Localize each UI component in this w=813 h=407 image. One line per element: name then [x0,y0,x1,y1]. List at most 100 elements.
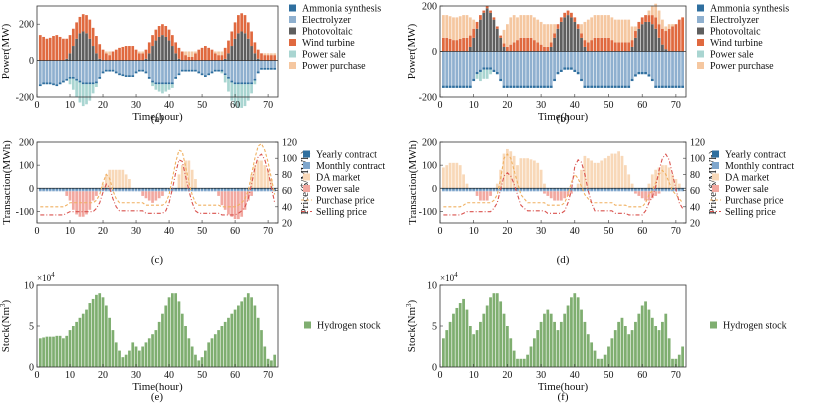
bar-wind-turbine [536,42,540,52]
bar-power-sale [167,84,171,90]
y-tick-label: 0 [29,363,34,374]
bar-hydrogen-stock [253,305,257,367]
bar-monthly-contract [543,189,546,192]
bar-power-purchase [194,51,197,54]
bar-ammonia-synthesis [184,69,187,72]
bar-electrolyzer [75,60,78,79]
bar-ammonia-synthesis [213,69,217,72]
bar-da-market [190,169,194,189]
x-tick-label: 50 [197,226,207,237]
bar-hydrogen-stock [68,330,72,367]
bar-monthly-contract [223,189,227,192]
bar-wind-turbine [111,51,115,61]
bar-wind-turbine [207,47,211,61]
bar-ammonia-synthesis [118,73,121,76]
bar-electrolyzer [137,60,141,70]
bar-power-sale [479,191,482,201]
legend-swatch [303,173,310,181]
bar-yearly-contract [549,188,553,190]
legend-swatch [289,39,296,46]
y-tick-label: 5 [29,322,34,333]
bar-power-sale [81,84,85,107]
bar-monthly-contract [475,189,479,192]
bar-wind-turbine [246,22,250,39]
x-tick-label: 60 [230,226,240,237]
bar-power-purchase [266,53,270,56]
bar-electrolyzer [536,51,540,86]
bar-monthly-contract [617,189,620,192]
bar-photovoltaic [492,19,496,52]
legend-label-wind-turbine: Wind turbine [710,38,763,49]
bar-monthly-contract [68,189,72,192]
bar-electrolyzer [607,51,610,86]
bar-ammonia-synthesis [650,78,654,82]
x-tick-label: 70 [263,226,273,237]
bar-wind-turbine [213,53,217,61]
bar-hydrogen-stock [256,317,260,367]
bar-wind-turbine [610,40,614,52]
bar-ammonia-synthesis [573,69,577,72]
bar-power-sale [250,84,253,94]
bar-yearly-contract [131,188,135,190]
bar-wind-turbine [580,33,583,38]
bar-wind-turbine [233,22,237,39]
bar-electrolyzer [111,60,115,70]
bar-ammonia-synthesis [603,85,607,88]
legend-swatch [697,39,704,46]
bar-power-purchase [526,15,529,38]
bar-da-market [455,162,459,189]
bar-monthly-contract [522,189,526,192]
bar-electrolyzer [151,60,154,81]
bar-wind-turbine [144,49,148,59]
bar-monthly-contract [207,189,211,192]
bar-monthly-contract [529,189,533,192]
bar-da-market [664,165,668,189]
y-tick-label: -100 [16,207,34,218]
bar-electrolyzer [556,51,560,72]
legend-label-electrolyzer: Electrolyzer [302,15,352,26]
bar-wind-turbine [465,37,469,52]
bar-hydrogen-stock [617,321,620,367]
bar-monthly-contract [559,189,563,192]
bar-power-sale [243,84,247,107]
bar-monthly-contract [48,189,52,192]
bar-ammonia-synthesis [677,85,681,88]
x-tick-label: 30 [536,226,546,237]
bar-monthly-contract [479,189,482,192]
bar-ammonia-synthesis [559,69,563,72]
bar-electrolyzer [553,51,556,79]
bar-electrolyzer [647,51,651,75]
bar-yearly-contract [118,188,121,190]
bar-monthly-contract [237,189,240,192]
bar-yearly-contract [184,188,187,190]
bar-yearly-contract [623,188,627,190]
y-axis-label-sup: 3 [406,303,413,307]
bar-da-market [603,158,607,189]
y2-tick-label: 120 [282,138,297,149]
bar-ammonia-synthesis [144,71,148,74]
bar-power-sale [253,80,257,85]
bar-yearly-contract [563,188,567,190]
bar-monthly-contract [667,189,671,192]
legend-label-monthly-contract: Monthly contract [725,161,794,172]
bar-da-market [617,151,620,189]
legend-label-purchase-price: Purchase price [316,196,375,207]
bar-hydrogen-stock [75,321,78,367]
bar-yearly-contract [52,188,55,190]
bar-electrolyzer [55,60,59,85]
x-tick-label: 40 [570,100,580,111]
bar-wind-turbine [677,19,681,52]
bar-power-purchase [529,15,533,38]
bar-monthly-contract [671,189,674,192]
bar-yearly-contract [468,188,472,190]
bar-ammonia-synthesis [157,82,161,85]
bar-monthly-contract [644,189,647,192]
legend-label-ammonia-synthesis: Ammonia synthesis [710,4,789,15]
bar-hydrogen-stock [647,309,651,367]
bar-yearly-contract [475,188,479,190]
bar-wind-turbine [137,53,141,61]
bar-photovoltaic [253,53,257,61]
bar-power-purchase [650,6,654,16]
bar-ammonia-synthesis [495,71,499,75]
bar-ammonia-synthesis [492,69,496,72]
